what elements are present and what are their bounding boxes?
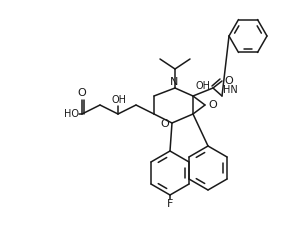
Text: O: O (160, 119, 169, 129)
Text: O: O (78, 88, 86, 98)
Text: O: O (224, 76, 233, 86)
Text: OH: OH (196, 81, 211, 91)
Text: O: O (208, 100, 217, 110)
Text: OH: OH (112, 95, 126, 105)
Text: F: F (167, 199, 173, 209)
Text: HO: HO (64, 109, 79, 119)
Text: N: N (170, 77, 178, 87)
Text: HN: HN (223, 85, 238, 95)
